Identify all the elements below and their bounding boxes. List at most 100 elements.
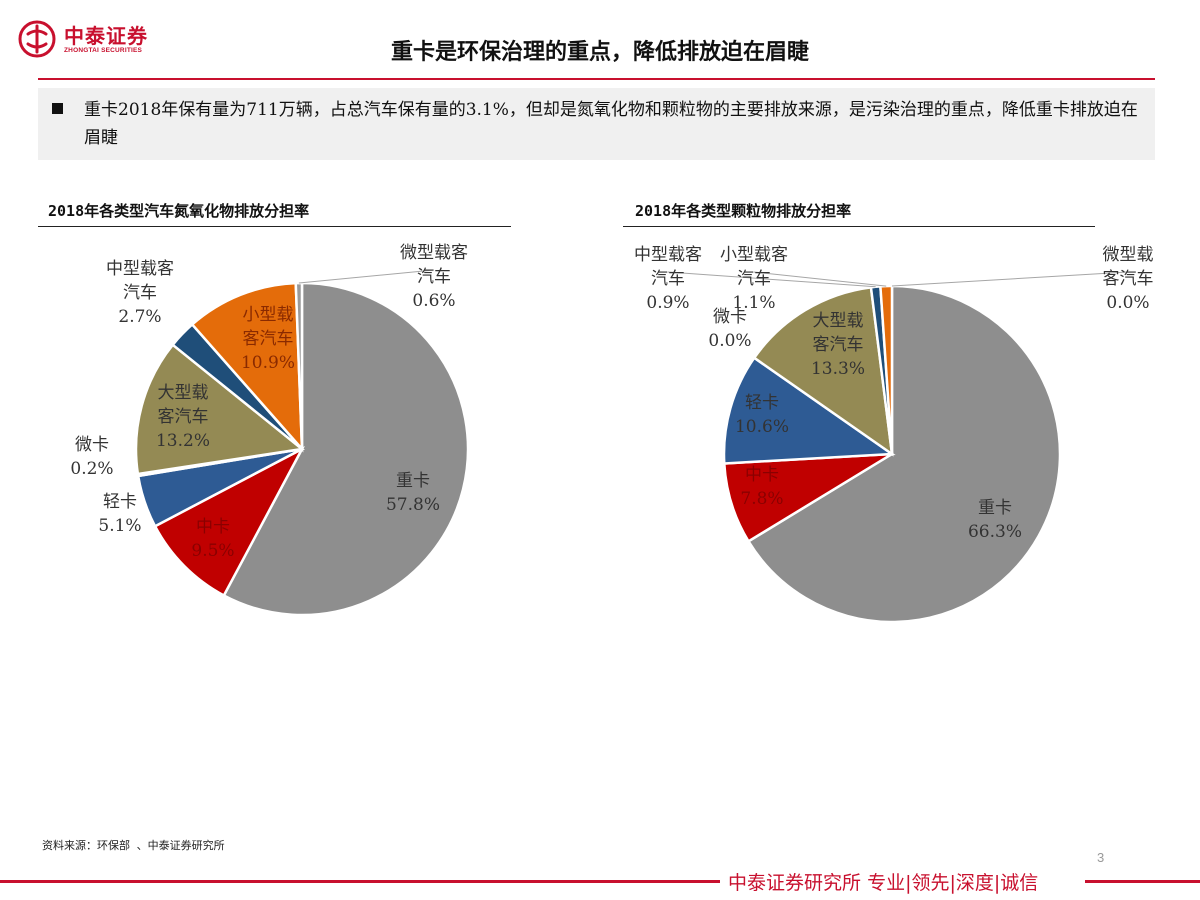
slice-value-label: 0.6% [412,291,455,311]
slice-category-label: 微型载客 [400,243,468,263]
slice-value-label: 5.1% [98,516,141,536]
slice-category-label: 汽车 [651,269,685,289]
pie-slice-group: 小型载客汽车 1.1% [720,245,894,455]
slice-category-label: 微型载 [1103,245,1154,265]
page-number: 3 [1097,850,1105,865]
leader-line [891,271,1129,287]
pie-slice [222,281,470,617]
pie-slice-group: 轻卡 10.6% [722,356,896,465]
slice-category-label: 汽车 [737,269,771,289]
pie-slice-group: 中型载客汽车 0.9% [634,245,894,455]
logo-english-name: ZHONGTAI SECURITIES [64,47,143,54]
slice-category-label: 微卡 [75,435,109,455]
pie-slice [190,281,304,453]
slice-label: 微型载客汽车 0.6% [400,243,468,311]
slice-label: 中卡 9.5% [191,517,234,561]
slice-label: 大型载客汽车 13.2% [156,383,210,451]
slice-category-label: 大型载 [158,383,209,403]
pie-slice-group: 微型载客汽车 0.6% [294,243,468,450]
page-title: 重卡是环保治理的重点，降低排放迫在眉睫 [390,40,809,65]
chart-title-rule-nox [38,226,511,227]
pie-slice-group: 中卡 9.5% [153,446,306,598]
slice-category-label: 重卡 [978,498,1012,518]
pie-slice-group: 微型载客汽车 0.0% [891,245,1154,313]
slice-category-label: 大型载 [813,311,864,331]
slice-label: 轻卡 5.1% [98,492,141,536]
slice-category-label: 重卡 [396,471,430,491]
slice-label: 微型载客汽车 0.0% [1103,245,1154,313]
pie-slice [134,343,305,476]
leader-line [298,269,435,284]
slice-category-label: 中卡 [745,465,779,485]
slice-label: 小型载客汽车 1.1% [720,245,788,313]
pie-slice-group: 重卡 57.8% [222,281,470,617]
slice-label: 中型载客汽车 2.7% [106,259,174,327]
pie-slice-group: 大型载客汽车 13.3% [752,285,894,457]
pie-chart-nox: 重卡 57.8%中卡 9.5%轻卡 5.1%微卡 0.2%大型载客汽车 13.2%中型载客… [70,243,470,617]
slice-label: 小型载客汽车 10.9% [241,305,295,373]
slice-category-label: 小型载客 [720,245,788,265]
slice-label: 大型载客汽车 13.3% [811,311,865,379]
slice-label: 重卡 57.8% [386,471,440,515]
pie-slice-group: 中卡 7.8% [722,452,893,544]
pie-slice-group: 重卡 66.3% [746,284,1062,624]
slice-category-label: 客汽车 [1103,269,1154,289]
slice-value-label: 0.9% [646,293,689,313]
slice-value-label: 57.8% [386,495,440,515]
slice-category-label: 微卡 [713,307,747,327]
slice-value-label: 0.0% [1106,293,1149,313]
pie-slice [752,285,894,457]
pie-slice [722,356,896,465]
slice-category-label: 轻卡 [745,393,779,413]
slice-label: 微卡 0.2% [70,435,113,479]
bullet-square-icon [52,103,63,114]
chart-title-rule-pm [623,226,1095,227]
logo-mark-icon [18,20,56,58]
footer-rule-right [1085,880,1200,883]
pie-slice-group: 大型载客汽车 13.2% [134,343,305,476]
leader-line [667,271,876,288]
slice-category-label: 小型载 [243,305,294,325]
summary-text: 重卡2018年保有量为711万辆，占总汽车保有量的3.1%，但却是氮氧化物和颗粒… [84,100,1138,148]
logo-chinese-name: 中泰证券 [64,24,148,48]
slice-value-label: 0.2% [70,459,113,479]
slice-category-label: 中型载客 [106,259,174,279]
slice-label: 中型载客汽车 0.9% [634,245,702,313]
footer-tagline-values: 专业|领先|深度|诚信 [867,872,1039,894]
slice-value-label: 10.9% [241,353,295,373]
slice-category-label: 中型载客 [634,245,702,265]
footer-tagline-org: 中泰证券研究所 [728,872,862,894]
footer-tagline: 中泰证券研究所 专业|领先|深度|诚信 [722,868,1045,895]
pie-chart-pm: 重卡 66.3% 中卡 7.8% 轻卡 10.6% 微卡 0.0% 大型载客汽车 13.3% 中型载… [634,245,1154,624]
leader-line [753,271,887,287]
slice-value-label: 0.0% [708,331,751,351]
pie-slice-group: 微卡 0.0% [708,307,751,351]
pie-slice [746,284,1062,624]
slice-value-label: 66.3% [968,522,1022,542]
slice-category-label: 轻卡 [103,492,137,512]
chart-title-nox: 2018年各类型汽车氮氧化物排放分担率 [48,202,310,220]
pie-slice [879,284,894,455]
slice-category-label: 中卡 [196,517,230,537]
slice-value-label: 2.7% [118,307,161,327]
slice-label: 微卡 0.0% [708,307,751,351]
pie-slice-group: 轻卡 5.1% [98,447,303,536]
slice-label: 中卡 7.8% [740,465,783,509]
slice-value-label: 7.8% [740,489,783,509]
slice-category-label: 客汽车 [243,329,294,349]
slice-value-label: 10.6% [735,417,789,437]
slice-label: 轻卡 10.6% [735,393,789,437]
source-note: 资料来源：环保部 、中泰证券研究所 [42,839,225,852]
footer-rule-left [0,880,720,883]
company-logo: 中泰证券 ZHONGTAI SECURITIES [18,18,198,64]
slice-value-label: 1.1% [732,293,775,313]
slice-category-label: 汽车 [417,267,451,287]
slice-value-label: 13.2% [156,431,210,451]
pie-slice [153,446,306,598]
title-divider [38,78,1155,80]
chart-title-pm: 2018年各类型颗粒物排放分担率 [635,202,852,220]
pie-slice-group: 小型载客汽车 10.9% [190,281,304,453]
summary-box: 重卡2018年保有量为711万辆，占总汽车保有量的3.1%，但却是氮氧化物和颗粒… [38,88,1155,160]
slice-category-label: 汽车 [123,283,157,303]
slice-category-label: 客汽车 [158,407,209,427]
